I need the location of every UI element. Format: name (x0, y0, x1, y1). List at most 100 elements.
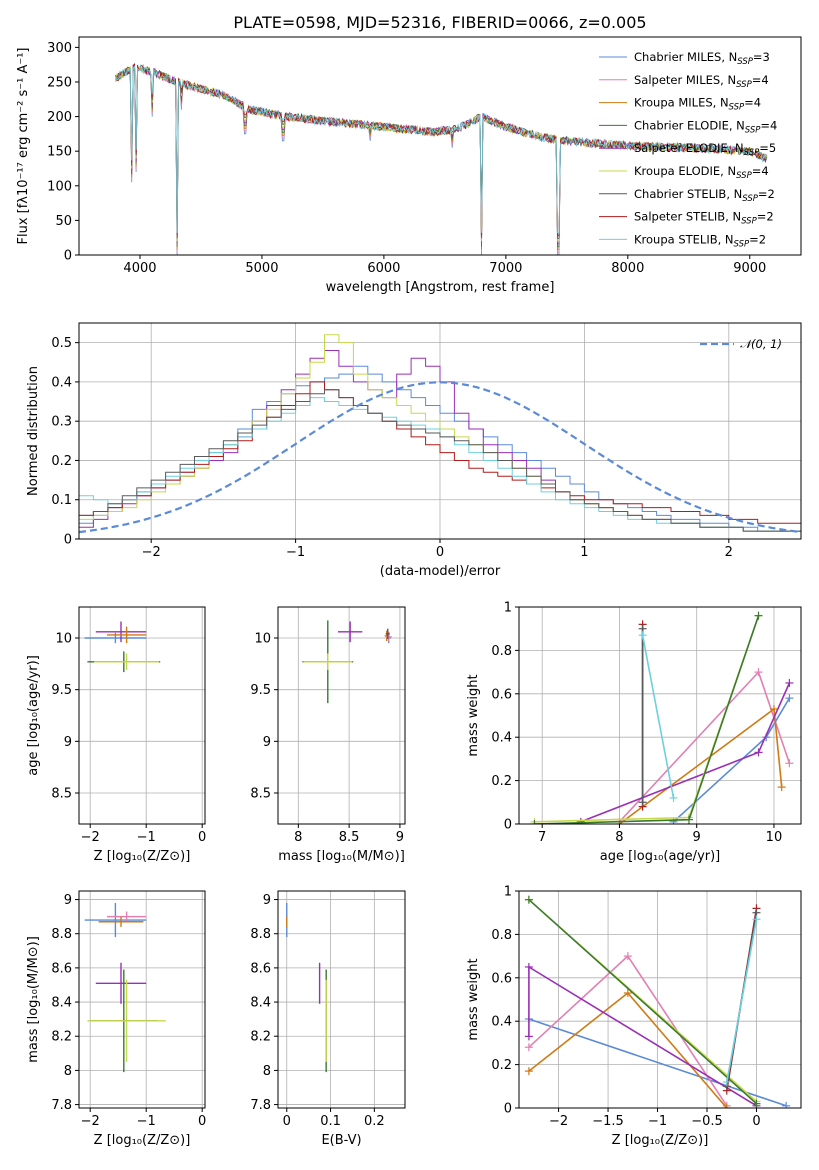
spectrum-panel: 4000 5000 6000 7000 8000 9000 0 50 100 150 200 250 3… (16, 36, 802, 295)
plot-area (524, 895, 791, 1108)
x-tick-label: 1 (580, 545, 588, 560)
x-axis-label: E(B-V) (321, 1133, 361, 1148)
x-tick-label: 6000 (367, 261, 400, 276)
age-vs-metallicity-panel: −2 −1 0 8.5 9 9.5 10 Z [log₁₀(Z/Z⊙)] age [log₁₀(… (26, 606, 206, 864)
plot-area (286, 902, 327, 1073)
y-tick-label: 8.5 (51, 787, 72, 802)
axes-frame (78, 890, 206, 1109)
legend-sub: SSP (742, 194, 758, 204)
y-tick-label: 0.8 (491, 644, 512, 659)
legend-sub: SSP (729, 103, 745, 113)
plot-area (115, 63, 768, 255)
mass-vs-metallicity-panel: −2 −1 0 7.8 8 8.2 8.4 8.6 8.8 9 Z [log₁₀(Z/Z⊙)] mas… (26, 890, 206, 1148)
y-tick-label: 1 (504, 885, 512, 900)
mass-weight-line (672, 697, 791, 823)
x-tick-label: −2 (549, 1114, 568, 1129)
x-tick-label: 0.1 (320, 1114, 341, 1129)
plot-area (302, 620, 392, 704)
legend-tail: =5 (759, 141, 776, 155)
mass-weight-line (528, 965, 757, 1107)
y-tick-label: 0.2 (491, 774, 512, 789)
legend-sub: SSP (736, 171, 752, 181)
y-tick-label: 9 (263, 893, 271, 908)
x-axis-label: mass [log₁₀(M/M⊙)] (278, 849, 405, 864)
x-tick-label: 9 (693, 830, 701, 845)
axes-frame (277, 890, 406, 1109)
x-tick-label: 10 (766, 830, 783, 845)
y-tick-label: 8.2 (250, 1030, 271, 1045)
y-tick-label: 0.2 (51, 454, 72, 469)
axes-frame (277, 606, 406, 825)
y-tick-label: 150 (47, 145, 72, 160)
y-tick-label: 10 (55, 632, 72, 647)
axes-frame (518, 606, 802, 825)
legend-label: Chabrier ELODIE, NSSP=4 (634, 118, 777, 135)
mass-weight-line (641, 635, 675, 799)
legend-label: 𝒩(0, 1) (740, 337, 782, 351)
mass-weight-line (726, 919, 758, 1083)
legend-tail: =4 (752, 73, 769, 87)
y-axis-label: mass [log₁₀(M/M⊙)] (26, 936, 41, 1063)
y-tick-label: 9.5 (250, 683, 271, 698)
mass-weight-vs-age-panel: 7 8 9 10 0 0.2 0.4 0.6 0.8 1 age [log₁₀(age/yr)] ma… (466, 601, 802, 864)
y-axis-label: Normed distribution (26, 366, 41, 496)
x-tick-label: 8000 (611, 261, 644, 276)
y-tick-label: 0.4 (491, 1015, 512, 1030)
legend-tail: =3 (753, 50, 770, 64)
plot-area (84, 621, 161, 673)
y-tick-label: 8.6 (250, 961, 271, 976)
y-tick-label: 8.8 (250, 927, 271, 942)
x-tick-label: 5000 (245, 261, 278, 276)
x-tick-label: −2 (142, 545, 161, 560)
mass-weight-vs-metallicity-panel: −2 −1.5 −1 −0.5 0 0 0.2 0.4 0.6 0.8 1 Z [log₁₀(Z/Z⊙… (466, 885, 802, 1148)
mass-weight-line (618, 670, 791, 823)
y-tick-label: 0 (64, 249, 72, 264)
legend-label: Chabrier MILES, NSSP=3 (634, 50, 770, 67)
x-tick-label: 0 (198, 830, 206, 845)
y-tick-label: 9 (64, 735, 72, 750)
histogram-step (79, 381, 801, 524)
x-tick-label: 9000 (733, 261, 766, 276)
legend-tail: =2 (758, 187, 775, 201)
y-tick-label: 0.6 (491, 687, 512, 702)
spectrum-line (115, 63, 768, 236)
y-tick-label: 8.6 (51, 961, 72, 976)
axes-frame (78, 606, 206, 825)
x-tick-label: −0.5 (691, 1114, 723, 1129)
legend-sub: SSP (741, 217, 757, 227)
legend-label: Salpeter STELIB, NSSP=2 (634, 210, 774, 227)
y-axis-label: Flux [fλ10⁻¹⁷ erg cm⁻² s⁻¹ A⁻¹] (16, 48, 31, 245)
y-tick-label: 200 (47, 110, 72, 125)
legend-label: Kroupa MILES, NSSP=4 (634, 96, 761, 113)
gaussian-curve (79, 381, 801, 534)
x-tick-label: 8 (294, 830, 302, 845)
legend-tail: =4 (744, 96, 761, 110)
y-tick-label: 8 (64, 1064, 72, 1079)
x-tick-label: −1 (137, 1114, 156, 1129)
y-axis-label: mass weight (466, 674, 481, 756)
x-tick-label: −2 (81, 1114, 100, 1129)
x-axis-label: wavelength [Angstrom, rest frame] (326, 280, 555, 295)
residual-histogram-panel: −2 −1 0 1 2 0 0.1 0.2 0.3 0.4 0.5 (data-model)/erro… (26, 322, 802, 579)
y-tick-label: 100 (47, 179, 72, 194)
y-tick-label: 0.4 (491, 731, 512, 746)
spectrum-title: PLATE=0598, MJD=52316, FIBERID=0066, z=0… (233, 13, 646, 32)
legend-label: Kroupa STELIB, NSSP=2 (634, 232, 766, 249)
mass-vs-ebv-panel: 0 0.1 0.2 7.8 8 8.2 8.4 8.6 8.8 9 E(B-V) (250, 890, 406, 1148)
y-tick-label: 0.2 (491, 1058, 512, 1073)
axes-frame (78, 36, 802, 256)
y-tick-label: 0.5 (51, 336, 72, 351)
y-tick-label: 8.5 (250, 787, 271, 802)
x-tick-label: 8 (615, 830, 623, 845)
x-axis-label: (data-model)/error (380, 564, 501, 579)
x-tick-label: 0.2 (364, 1114, 385, 1129)
x-tick-label: 7000 (489, 261, 522, 276)
y-tick-label: 8.8 (51, 927, 72, 942)
legend-label: Kroupa ELODIE, NSSP=4 (634, 164, 769, 181)
axes-frame (518, 890, 802, 1109)
legend-sub: SSP (734, 239, 750, 249)
mass-weight-line (528, 899, 758, 1105)
legend-sub: SSP (744, 148, 760, 158)
histogram-step (79, 397, 801, 532)
y-tick-label: 8.4 (250, 996, 271, 1011)
